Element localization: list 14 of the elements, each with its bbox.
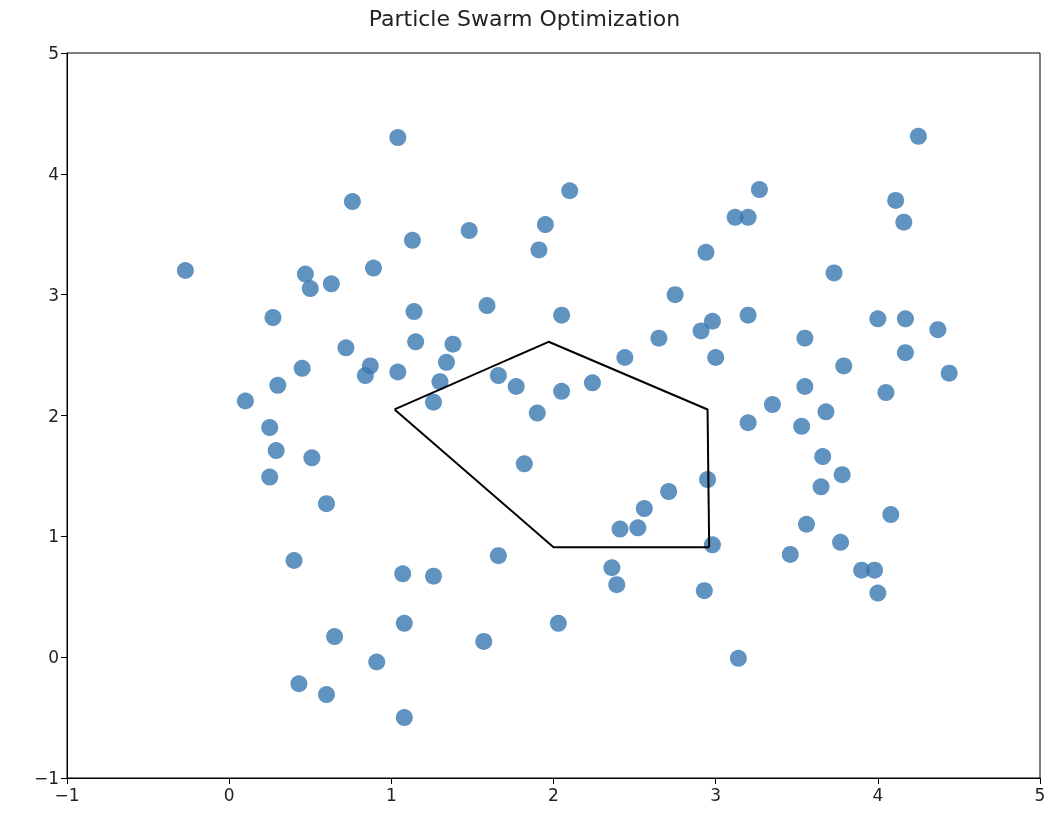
x-tick-label: 2 <box>548 784 559 805</box>
y-tick-label: 1 <box>48 526 59 547</box>
y-tick-label: 4 <box>48 163 59 184</box>
x-tick-label: 0 <box>223 784 235 805</box>
y-tick-label: 5 <box>48 43 59 63</box>
y-tick-label: −1 <box>33 768 59 788</box>
x-tick-label: 3 <box>710 784 722 805</box>
y-tick-label: 2 <box>48 405 59 426</box>
chart-title: Particle Swarm Optimization <box>368 5 681 31</box>
x-tick-label: 4 <box>872 784 884 805</box>
y-tick-label: 0 <box>48 647 59 668</box>
x-tick-label: 5 <box>1034 784 1046 805</box>
y-tick-label: 3 <box>48 284 59 305</box>
x-tick-label: 1 <box>385 784 397 805</box>
